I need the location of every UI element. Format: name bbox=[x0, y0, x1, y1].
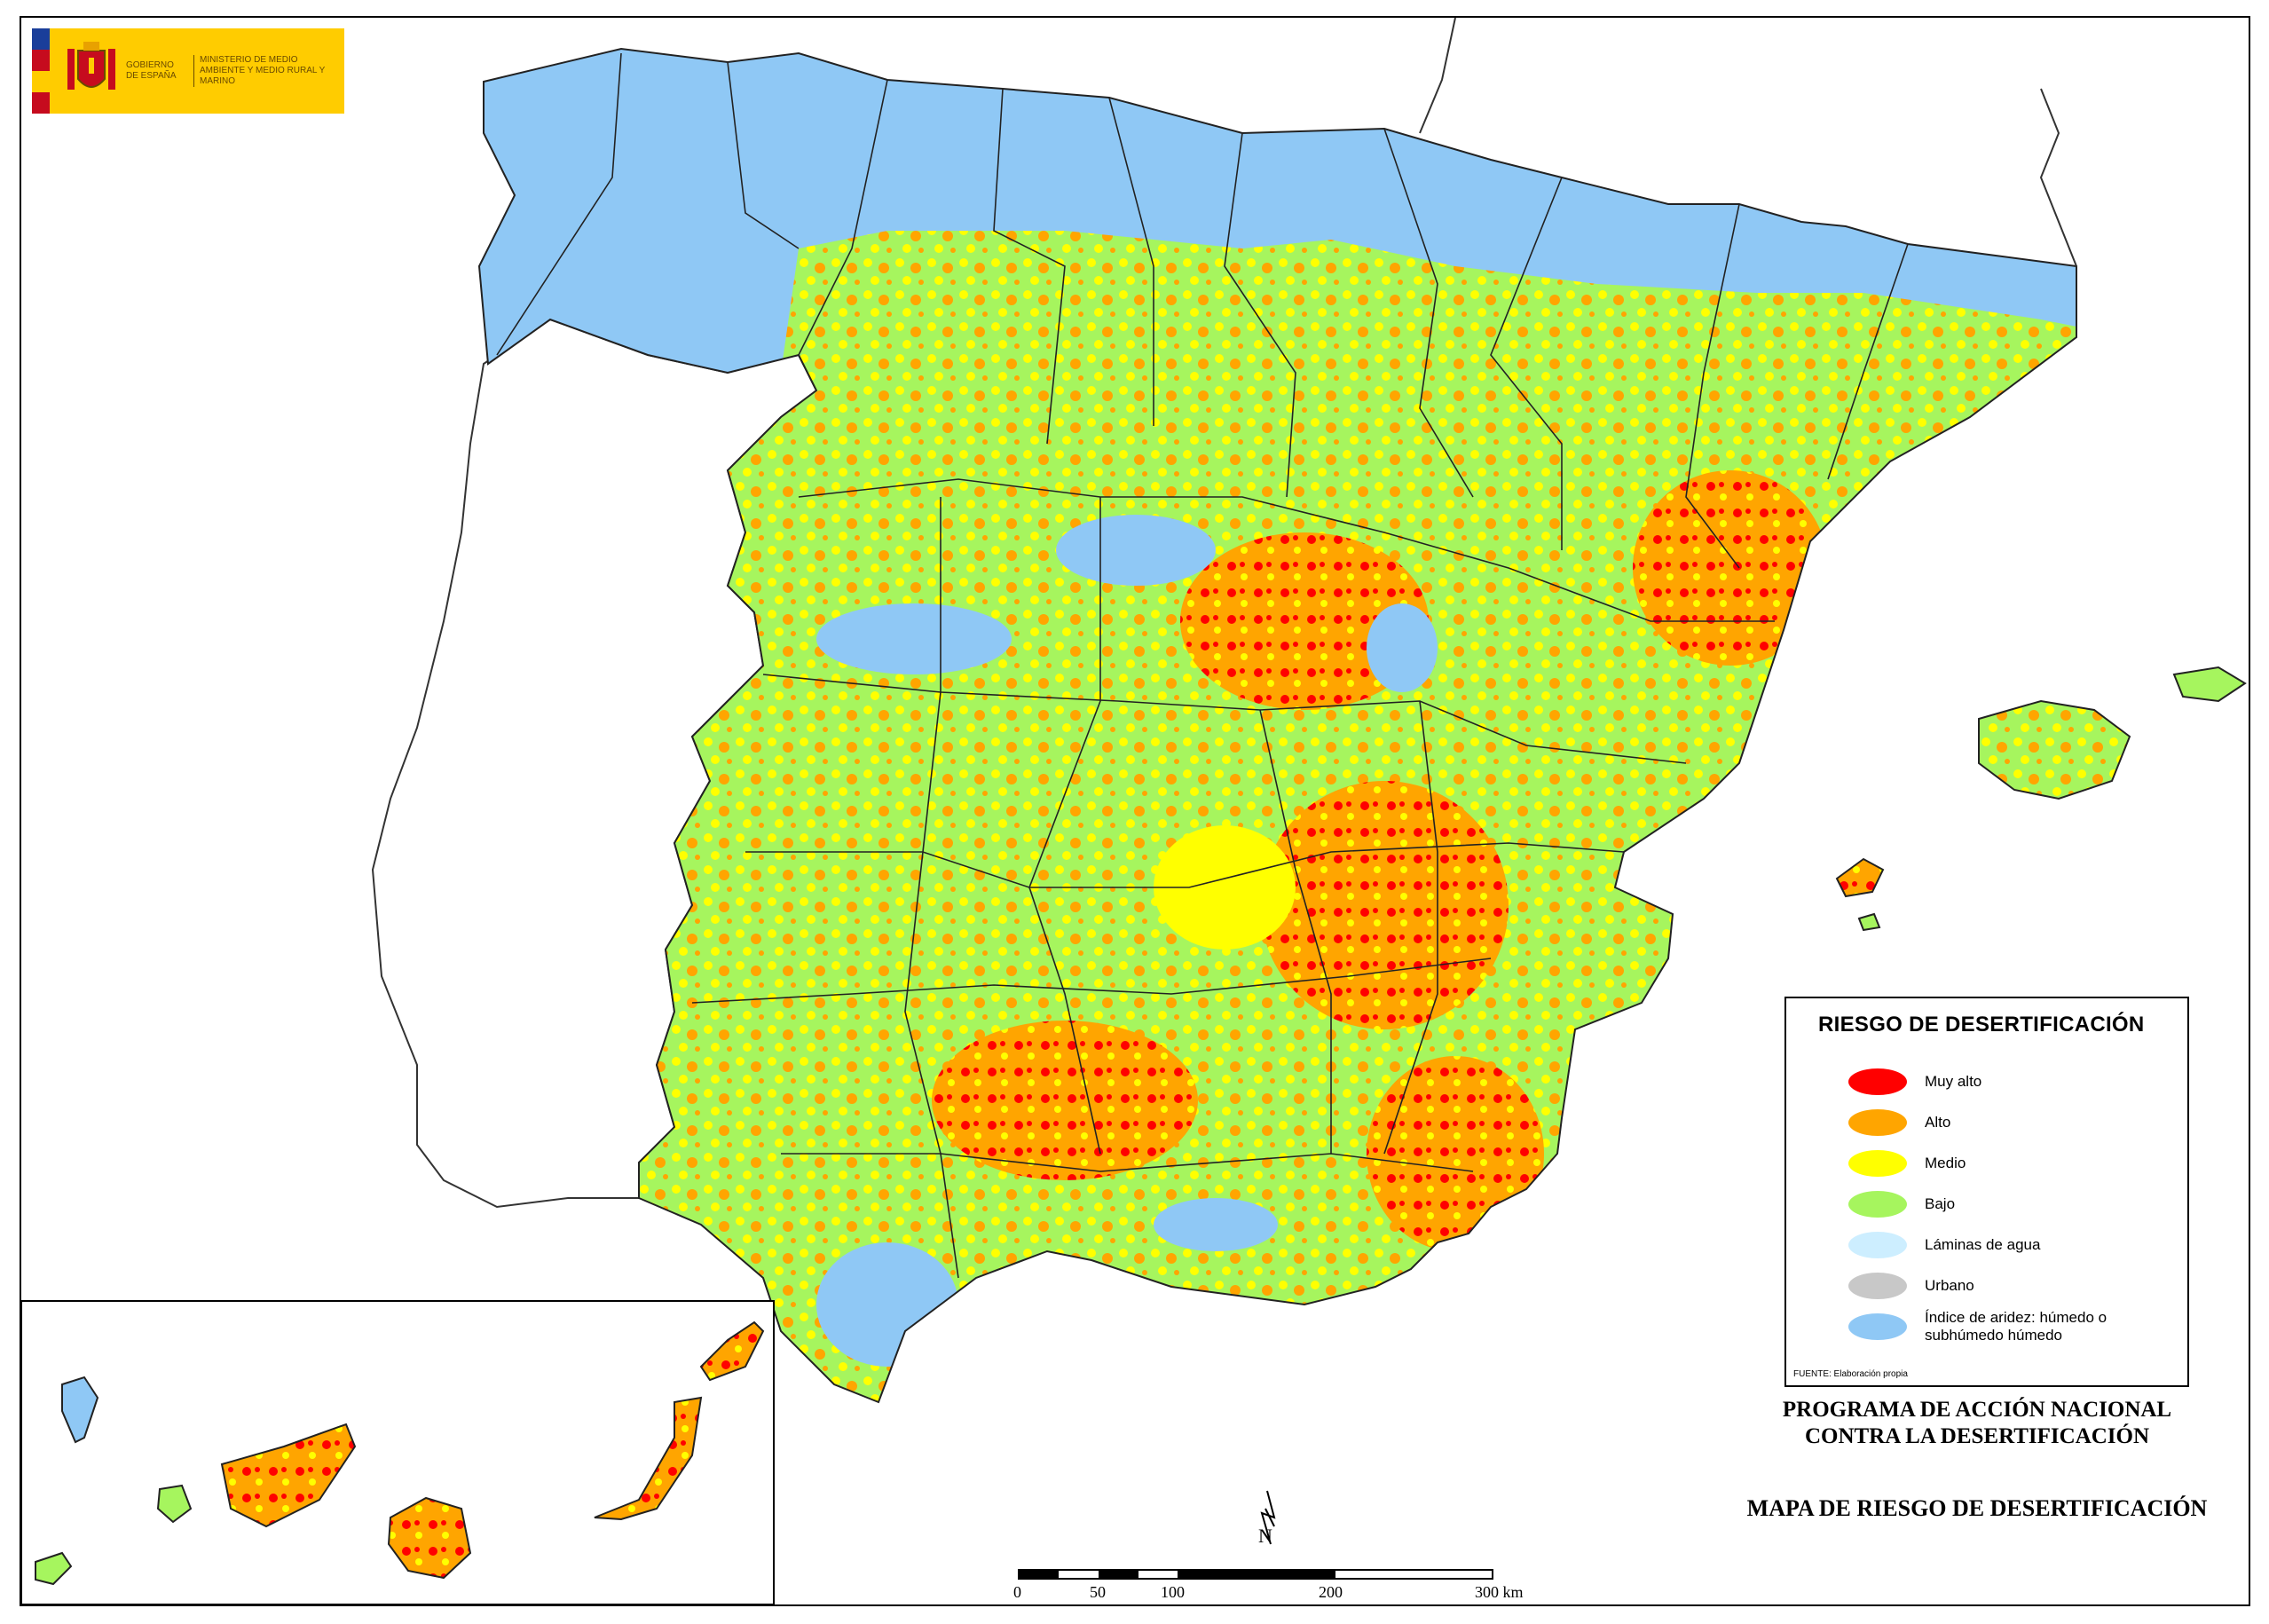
legend-label: Láminas de agua bbox=[1925, 1236, 2041, 1253]
risk-zone-lleida bbox=[1633, 470, 1828, 666]
humid-zone-cadiz bbox=[816, 1242, 958, 1367]
scale-label-50: 50 bbox=[1090, 1583, 1106, 1601]
medium-zone-la-mancha bbox=[1154, 825, 1296, 950]
risk-zone-zaragoza bbox=[1180, 532, 1429, 710]
tenerife bbox=[220, 1423, 357, 1528]
scale-label-100: 100 bbox=[1161, 1583, 1185, 1601]
ministry-label: MINISTERIO DE MEDIO AMBIENTE Y MEDIO RUR… bbox=[193, 55, 342, 87]
humid-zone-moncayo bbox=[1367, 603, 1438, 692]
government-label: GOBIERNO DE ESPAÑA bbox=[126, 60, 177, 81]
legend-label: Muy alto bbox=[1925, 1073, 1982, 1090]
legend-swatch bbox=[1848, 1191, 1907, 1218]
scale-bar bbox=[1018, 1569, 1493, 1580]
spain-outline bbox=[477, 47, 2077, 1404]
mallorca bbox=[1978, 699, 2131, 800]
canary-inset bbox=[20, 1300, 775, 1605]
legend-item-muy-alto: Muy alto bbox=[1848, 1064, 1981, 1100]
menorca bbox=[2172, 666, 2247, 703]
humid-zone-gredos bbox=[816, 603, 1012, 674]
legend-label: Alto bbox=[1925, 1114, 1951, 1131]
risk-zone-almeria bbox=[1367, 1056, 1544, 1251]
legend-item-indice-aridez: Índice de aridez: húmedo o subhúmedo húm… bbox=[1848, 1309, 2141, 1344]
lanzarote bbox=[699, 1320, 765, 1382]
map-frame bbox=[20, 16, 2250, 1606]
fuerteventura bbox=[594, 1396, 703, 1521]
scale-label-0: 0 bbox=[1013, 1583, 1021, 1601]
legend-swatch bbox=[1848, 1109, 1907, 1136]
legend-label: Urbano bbox=[1925, 1277, 1974, 1294]
el-hierro bbox=[35, 1551, 73, 1586]
ministry-logo: GOBIERNO DE ESPAÑA MINISTERIO DE MEDIO A… bbox=[32, 28, 344, 114]
legend-label: Índice de aridez: húmedo o subhúmedo húm… bbox=[1925, 1309, 2107, 1344]
legend-swatch bbox=[1848, 1232, 1907, 1258]
risk-zone-murcia-albacete bbox=[1260, 781, 1509, 1029]
humid-zone-guadarrama bbox=[1056, 515, 1216, 586]
legend-swatch bbox=[1848, 1150, 1907, 1177]
legend-title: RIESGO DE DESERTIFICACIÓN bbox=[1818, 1013, 2145, 1037]
legend-item-urbano: Urbano bbox=[1848, 1268, 1974, 1304]
risk-zone-jaen bbox=[932, 1021, 1198, 1180]
la-palma bbox=[61, 1376, 99, 1444]
ibiza bbox=[1835, 857, 1885, 898]
scale-label-300: 300 km bbox=[1475, 1583, 1524, 1601]
legend-label: Bajo bbox=[1925, 1195, 1956, 1212]
coat-of-arms-icon bbox=[67, 42, 115, 90]
legend-swatch bbox=[1848, 1313, 1907, 1340]
program-title: PROGRAMA DE ACCIÓN NACIONAL CONTRA LA DE… bbox=[1782, 1398, 2172, 1448]
flag-stripes bbox=[32, 28, 50, 114]
humid-zone-sierra-nevada bbox=[1154, 1198, 1278, 1251]
la-gomera bbox=[156, 1484, 193, 1524]
formentera bbox=[1857, 912, 1881, 932]
north-arrow-icon bbox=[1260, 1490, 1276, 1545]
map-title: MAPA DE RIESGO DE DESERTIFICACIÓN bbox=[1746, 1495, 2208, 1521]
legend-swatch bbox=[1848, 1273, 1907, 1299]
legend-item-alto: Alto bbox=[1848, 1105, 1950, 1140]
france-border bbox=[1419, 17, 1456, 134]
north-label: N bbox=[1258, 1525, 1272, 1547]
legend-item-laminas-agua: Láminas de agua bbox=[1848, 1227, 2040, 1263]
legend-item-medio: Medio bbox=[1848, 1146, 1966, 1181]
gran-canaria bbox=[387, 1496, 472, 1580]
legend-label: Medio bbox=[1925, 1155, 1966, 1171]
legend-item-bajo: Bajo bbox=[1848, 1186, 1955, 1222]
legend: RIESGO DE DESERTIFICACIÓN Muy alto Alto … bbox=[1784, 997, 2189, 1387]
france-coast bbox=[2039, 88, 2077, 267]
scale-label-200: 200 bbox=[1319, 1583, 1343, 1601]
canary-islands bbox=[35, 1320, 765, 1586]
legend-swatch bbox=[1848, 1068, 1907, 1095]
province-boundaries bbox=[496, 52, 1909, 1279]
legend-source: FUENTE: Elaboración propia bbox=[1793, 1369, 1908, 1379]
